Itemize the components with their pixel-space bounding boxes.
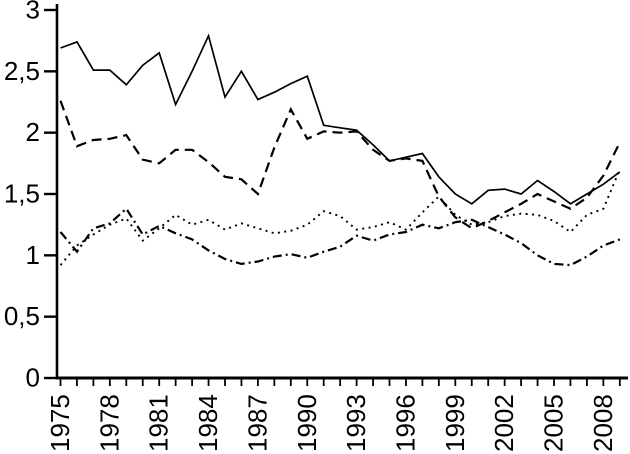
y-tick-label: 2,5: [4, 56, 40, 86]
series-dotted: [59, 169, 621, 266]
x-tick-label: 1996: [390, 394, 420, 452]
y-tick-label: 1: [26, 240, 40, 270]
x-tick-label: 1987: [242, 394, 272, 452]
series-long-dash: [59, 100, 621, 230]
y-tick-label: 2: [26, 117, 40, 147]
x-tick-label: 1990: [292, 394, 322, 452]
x-tick-label: 1993: [341, 394, 371, 452]
series-solid: [60, 33, 621, 205]
x-tick-label: 1981: [144, 394, 174, 452]
x-tick-label: 1978: [94, 394, 124, 452]
x-tick-label: 2005: [539, 394, 569, 452]
y-tick-label: 1,5: [4, 179, 40, 209]
x-tick-label: 2002: [489, 394, 519, 452]
y-tick-label: 0,5: [4, 301, 40, 331]
y-tick-label: 3: [26, 0, 40, 25]
x-tick-label: 1984: [193, 394, 223, 452]
x-tick-label: 1999: [440, 394, 470, 452]
y-tick-label: 0: [26, 363, 40, 393]
x-tick-label: 1975: [45, 394, 75, 452]
x-tick-label: 2008: [588, 394, 618, 452]
series-dash-dot: [59, 207, 621, 267]
